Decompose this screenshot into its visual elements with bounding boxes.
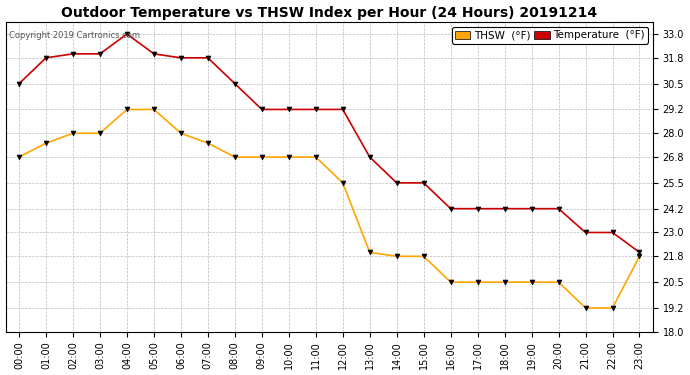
Legend: THSW  (°F), Temperature  (°F): THSW (°F), Temperature (°F) [452,27,648,44]
Title: Outdoor Temperature vs THSW Index per Hour (24 Hours) 20191214: Outdoor Temperature vs THSW Index per Ho… [61,6,598,20]
Text: Copyright 2019 Cartronics.com: Copyright 2019 Cartronics.com [9,32,140,40]
